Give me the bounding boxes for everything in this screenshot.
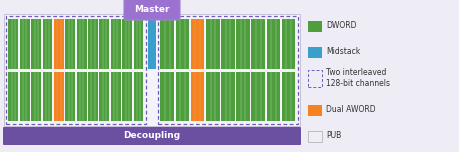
Bar: [221, 19, 235, 69]
FancyBboxPatch shape: [124, 0, 179, 20]
Bar: [236, 71, 249, 121]
Bar: [308, 21, 321, 31]
Bar: [43, 19, 52, 69]
Bar: [133, 19, 143, 69]
Bar: [8, 19, 18, 69]
Bar: [281, 19, 295, 69]
Bar: [157, 16, 297, 124]
Bar: [6, 16, 146, 124]
Bar: [160, 19, 174, 69]
Bar: [122, 19, 132, 69]
Text: PUB: PUB: [325, 131, 341, 140]
Bar: [31, 71, 41, 121]
Text: Master: Master: [134, 5, 169, 14]
Bar: [111, 71, 120, 121]
Bar: [190, 71, 204, 121]
Bar: [266, 19, 280, 69]
Bar: [88, 71, 98, 121]
Bar: [20, 71, 30, 121]
Bar: [236, 19, 249, 69]
Bar: [281, 71, 295, 121]
Bar: [308, 105, 321, 116]
Bar: [65, 19, 75, 69]
Bar: [111, 19, 120, 69]
Bar: [175, 19, 189, 69]
Bar: [190, 19, 204, 69]
Bar: [122, 71, 132, 121]
Bar: [99, 19, 109, 69]
Bar: [77, 19, 86, 69]
Bar: [31, 19, 41, 69]
Bar: [160, 71, 174, 121]
Bar: [308, 47, 321, 57]
Text: Decoupling: Decoupling: [123, 131, 180, 140]
Bar: [266, 71, 280, 121]
Bar: [77, 71, 86, 121]
Bar: [99, 71, 109, 121]
Bar: [65, 71, 75, 121]
Bar: [4, 14, 299, 126]
Bar: [88, 19, 98, 69]
Text: Two interleaved
128-bit channels: Two interleaved 128-bit channels: [325, 68, 389, 88]
Bar: [206, 19, 219, 69]
Bar: [148, 19, 156, 69]
Text: Midstack: Midstack: [325, 47, 359, 57]
Bar: [133, 71, 143, 121]
Bar: [251, 19, 264, 69]
Text: DWORD: DWORD: [325, 21, 356, 31]
Bar: [43, 71, 52, 121]
Bar: [54, 19, 64, 69]
Bar: [308, 69, 321, 86]
Bar: [308, 131, 321, 142]
Bar: [175, 71, 189, 121]
Bar: [54, 71, 64, 121]
Bar: [20, 19, 30, 69]
Text: Dual AWORD: Dual AWORD: [325, 105, 375, 114]
Bar: [206, 71, 219, 121]
Bar: [221, 71, 235, 121]
Bar: [8, 71, 18, 121]
Bar: [251, 71, 264, 121]
FancyBboxPatch shape: [3, 127, 300, 145]
